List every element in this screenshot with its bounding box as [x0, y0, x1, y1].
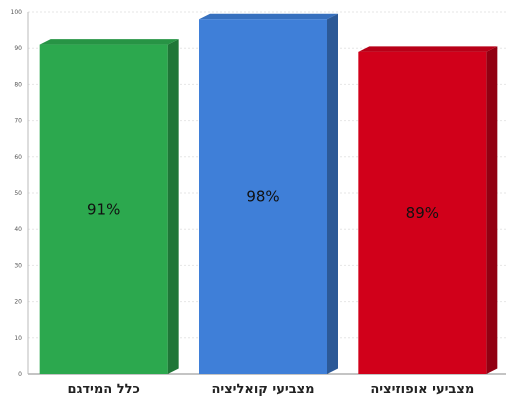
y-tick-label: 70 [14, 118, 22, 125]
y-tick-label: 0 [18, 371, 22, 378]
y-tick-label: 50 [14, 190, 22, 197]
bar-side [327, 13, 338, 375]
bar-front [39, 44, 168, 375]
data-label: 91% [87, 200, 120, 218]
bar-front [358, 51, 487, 374]
y-tick-label: 80 [14, 81, 22, 88]
category-label: מצביעי אופוזיציה [370, 382, 474, 397]
y-tick-label: 100 [11, 9, 23, 16]
y-tick-label: 10 [14, 335, 22, 342]
category-label: מצביעי קואליציה [211, 382, 314, 397]
bar-top [358, 46, 498, 52]
bars [39, 13, 498, 375]
data-label: 89% [406, 204, 439, 222]
y-tick-label: 90 [14, 45, 22, 52]
data-label: 98% [246, 188, 279, 206]
bar-2 [199, 13, 338, 375]
bar-top [199, 13, 338, 20]
y-tick-label: 40 [14, 226, 22, 233]
data-labels: 91% 98% 89% [87, 188, 439, 222]
bar-side [167, 39, 179, 374]
category-label: כלל המידגם [68, 382, 140, 397]
bar-1 [39, 39, 179, 375]
bar-top [39, 39, 179, 45]
y-tick-label: 20 [14, 299, 22, 306]
category-labels: כלל המידגם מצביעי קואליציה מצביעי אופוזיצי… [68, 382, 475, 397]
y-axis-ticks: 0 10 20 30 40 50 60 70 80 90 100 [11, 9, 23, 378]
bar-3 [358, 46, 498, 374]
bar-front [199, 19, 327, 375]
bar-side [486, 46, 498, 374]
y-tick-label: 60 [14, 154, 22, 161]
y-tick-label: 30 [14, 262, 22, 269]
